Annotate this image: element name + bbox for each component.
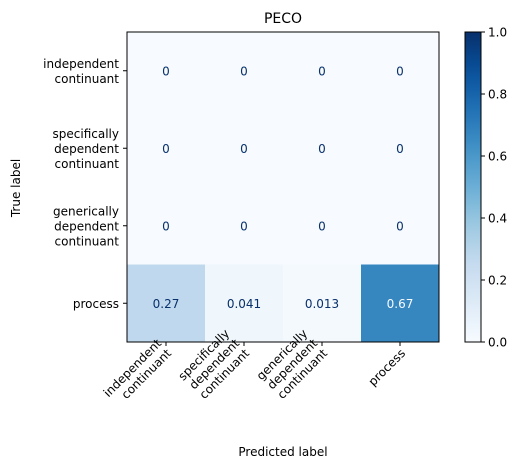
cell-value-labels: 0 0 0 0 0 0 0 0 0 0 0 0 0.27 0.041 0.013 0.67	[153, 64, 414, 311]
y-tick-label: dependent	[54, 142, 119, 156]
heatmap-cell	[205, 109, 284, 188]
heatmap-cell	[283, 32, 362, 110]
cell-value-label: 0	[240, 64, 248, 78]
heatmap-cell	[361, 187, 440, 265]
cell-value-label: 0.27	[153, 297, 180, 311]
cell-value-label: 0	[240, 219, 248, 233]
heatmap-cell	[127, 109, 206, 188]
y-tick-label: process	[73, 297, 119, 311]
colorbar-tick-label: 0.8	[488, 88, 507, 102]
y-axis-label: True label	[9, 159, 23, 218]
heatmap-cell	[283, 187, 362, 265]
heatmap-cell	[205, 264, 284, 343]
y-tick-label: continuant	[55, 234, 120, 248]
heatmap-cell	[205, 187, 284, 265]
cell-value-label: 0.013	[305, 297, 339, 311]
heatmap-cell	[361, 109, 440, 188]
y-tick-label: generically	[53, 204, 119, 218]
colorbar	[464, 31, 482, 343]
cell-value-label: 0	[396, 64, 404, 78]
cell-value-label: 0	[240, 142, 248, 156]
x-axis-label: Predicted label	[238, 445, 327, 459]
cell-value-label: 0	[162, 142, 170, 156]
cell-value-label: 0	[396, 219, 404, 233]
heatmap-cell	[127, 32, 206, 110]
heatmap-cell	[205, 32, 284, 110]
cell-value-label: 0	[396, 142, 404, 156]
colorbar-tick-label: 0.6	[488, 150, 507, 164]
cell-value-label: 0.67	[387, 297, 414, 311]
heatmap-cell	[127, 187, 206, 265]
y-tick-label: continuant	[55, 157, 120, 171]
colorbar-tick-label: 0.0	[488, 336, 507, 350]
heatmap-cell	[127, 264, 206, 343]
cell-value-label: 0	[318, 64, 326, 78]
y-tick-labels: independentcontinuantspecificallydepende…	[43, 57, 127, 311]
cell-value-label: 0	[162, 219, 170, 233]
plot-frame	[126, 31, 440, 343]
heatmap-cell	[283, 264, 362, 343]
colorbar-ticks: 0.0 0.2 0.4 0.6 0.8 1.0	[481, 26, 507, 350]
cell-value-label: 0	[318, 219, 326, 233]
y-tick-label: specifically	[53, 127, 119, 141]
colorbar-tick-label: 0.2	[488, 274, 507, 288]
x-tick-label-line: process	[366, 346, 409, 389]
y-tick-label: dependent	[54, 219, 119, 233]
y-tick-label: independent	[43, 57, 119, 71]
cell-value-label: 0.041	[227, 297, 261, 311]
x-tick-label: process	[366, 346, 409, 389]
heatmap-cell	[283, 109, 362, 188]
heatmap-cell	[361, 264, 440, 343]
colorbar-tick-label: 1.0	[488, 26, 507, 40]
cell-value-label: 0	[318, 142, 326, 156]
chart-title: PECO	[264, 11, 302, 27]
heatmap-cells	[127, 32, 440, 343]
y-tick-label: continuant	[55, 72, 120, 86]
cell-value-label: 0	[162, 64, 170, 78]
heatmap-cell	[361, 32, 440, 110]
colorbar-tick-label: 0.4	[488, 212, 507, 226]
